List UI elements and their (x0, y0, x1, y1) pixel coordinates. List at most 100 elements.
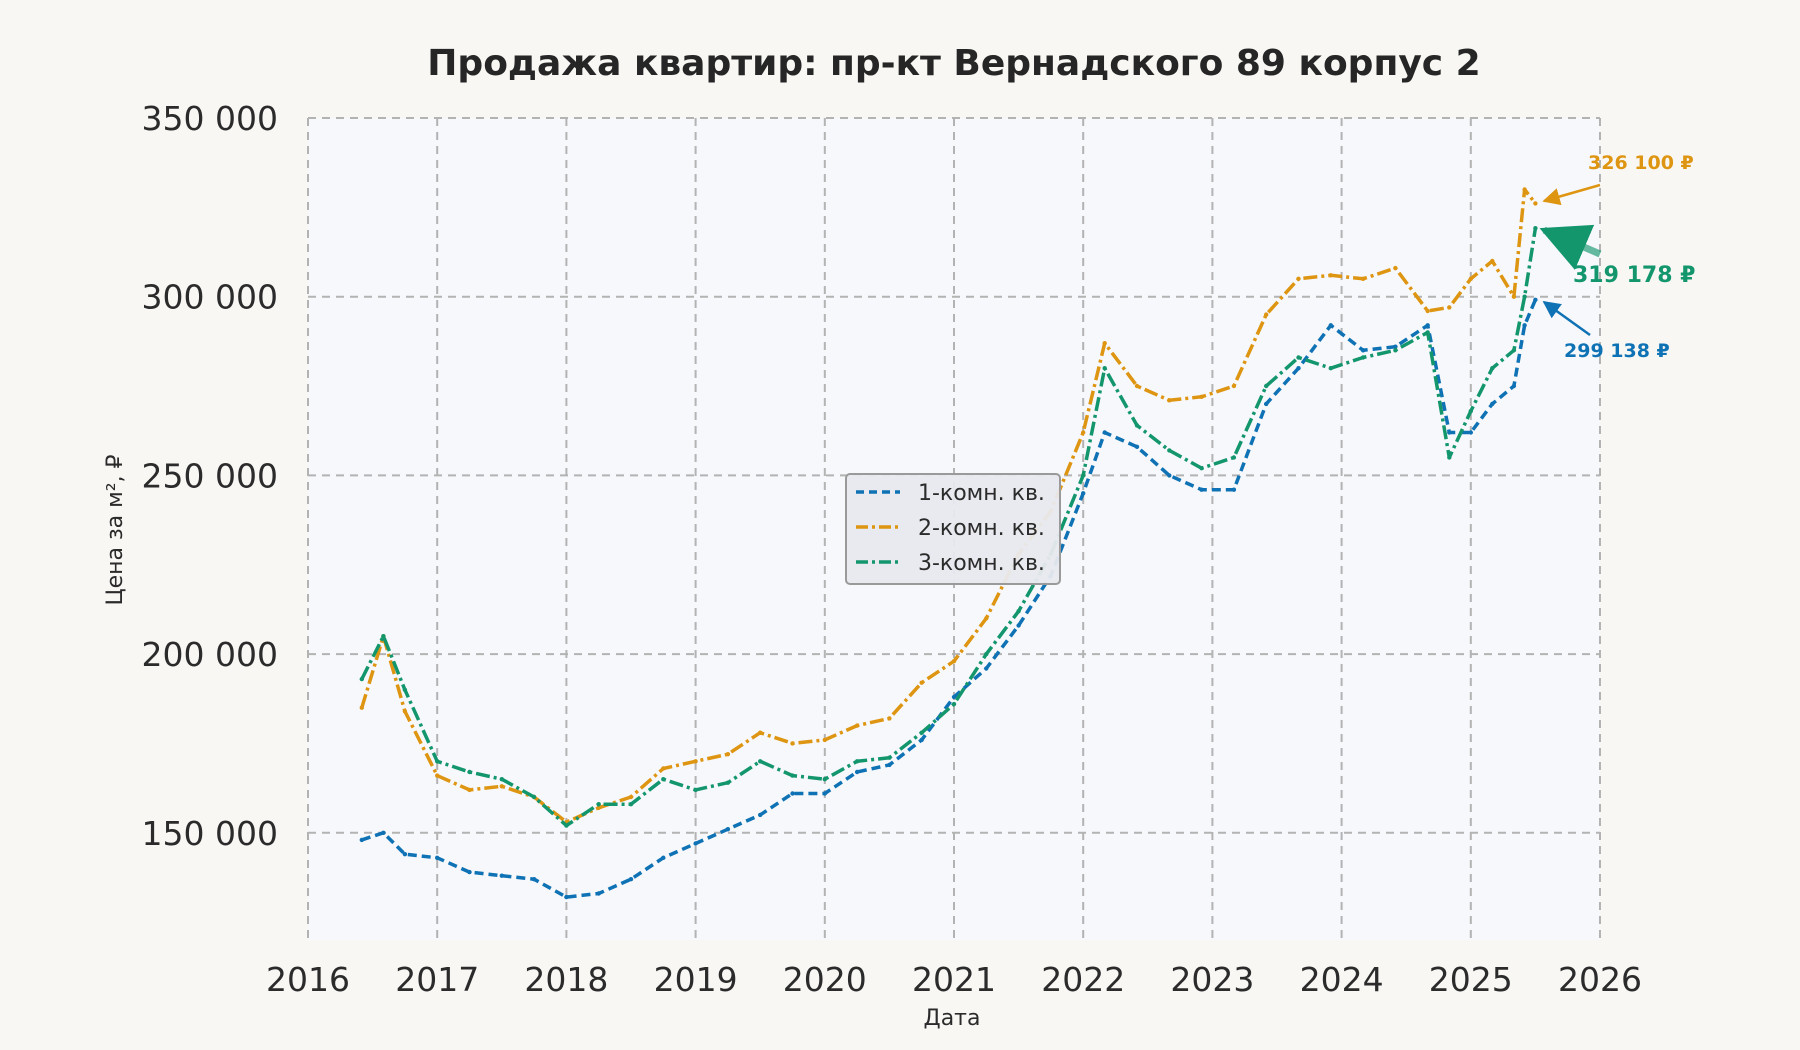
data-point-2k (951, 659, 957, 664)
data-point-1k (1468, 430, 1474, 435)
legend-label-3k: 3-комн. кв. (918, 551, 1045, 576)
data-point-1k (531, 877, 537, 882)
data-point-3k (1447, 455, 1452, 460)
data-point-3k (1134, 423, 1140, 428)
annotations: 326 100 ₽ 319 178 ₽ 299 138 ₽ (1539, 152, 1695, 362)
data-point-1k (725, 827, 731, 832)
data-point-2k (790, 741, 795, 746)
data-point-2k (1522, 187, 1527, 192)
data-point-1k (1533, 297, 1538, 302)
data-point-3k (1328, 366, 1334, 371)
x-tick-label: 2025 (1429, 960, 1513, 999)
data-point-1k (628, 877, 634, 882)
data-point-3k (1081, 473, 1086, 478)
data-point-2k (758, 730, 763, 735)
data-point-3k (661, 777, 666, 782)
data-point-3k (1468, 408, 1474, 414)
x-tick-label: 2018 (524, 960, 608, 999)
data-point-1k (1167, 473, 1172, 478)
y-tick-label: 250 000 (142, 456, 278, 495)
data-point-2k (1296, 276, 1301, 281)
data-point-1k (564, 894, 569, 900)
data-point-2k (1490, 258, 1495, 264)
data-point-2k (854, 723, 860, 728)
x-axis-ticks: 2016 2017 2018 2019 2020 2021 2022 2023 2024 2025… (266, 960, 1642, 999)
data-point-2k (402, 709, 408, 714)
data-point-1k (467, 869, 472, 875)
data-point-2k (1447, 305, 1452, 310)
data-point-1k (1360, 348, 1366, 353)
y-tick-label: 300 000 (142, 278, 278, 317)
data-point-3k (1533, 226, 1538, 231)
data-point-1k (919, 737, 924, 743)
data-point-3k (1016, 609, 1021, 614)
annotation-arrow-3k (1539, 224, 1602, 270)
legend-box (845, 473, 1061, 585)
data-point-1k (887, 762, 892, 768)
data-point-1k (1511, 383, 1517, 389)
annotation-arrow-1k (1542, 300, 1591, 337)
data-point-2k (435, 773, 440, 778)
data-point-1k (1425, 323, 1430, 328)
data-point-2k (1134, 383, 1140, 389)
data-point-1k (499, 873, 504, 878)
data-point-1k (1081, 491, 1086, 496)
data-point-2k (499, 784, 504, 789)
data-point-1k (435, 855, 440, 860)
data-point-2k (984, 616, 989, 621)
data-point-2k (467, 787, 472, 793)
data-point-2k (1393, 265, 1398, 271)
annotation-arrow-2k (1542, 183, 1601, 206)
data-point-1k (790, 791, 795, 796)
y-tick-label: 150 000 (142, 814, 278, 853)
legend-label-1k: 1-комн. кв. (918, 481, 1045, 506)
data-point-3k (887, 755, 892, 760)
data-point-3k (381, 634, 386, 639)
annotation-1k: 299 138 ₽ (1564, 340, 1670, 362)
x-tick-label: 2019 (654, 960, 738, 999)
data-point-1k (359, 837, 364, 843)
data-point-2k (1533, 201, 1538, 206)
data-point-2k (596, 805, 601, 810)
data-point-3k (1522, 294, 1527, 299)
data-point-1k (1296, 366, 1301, 371)
data-point-3k (435, 759, 440, 764)
data-point-1k (693, 841, 698, 846)
y-axis-label: Цена за м², ₽ (103, 454, 128, 605)
data-point-2k (1102, 341, 1107, 346)
data-point-3k (467, 769, 472, 775)
data-point-1k (596, 891, 601, 896)
data-point-3k (790, 773, 795, 778)
annotation-2k: 326 100 ₽ (1588, 152, 1694, 174)
data-point-3k (1393, 348, 1398, 353)
data-point-2k (628, 794, 634, 800)
data-point-3k (693, 787, 698, 793)
data-point-2k (661, 766, 666, 771)
data-point-3k (919, 730, 924, 735)
data-point-2k (822, 737, 827, 743)
data-point-3k (531, 794, 537, 800)
data-point-2k (359, 705, 364, 710)
x-tick-label: 2021 (912, 960, 996, 999)
y-tick-label: 350 000 (142, 99, 278, 138)
data-point-1k (1231, 487, 1237, 492)
data-point-2k (1264, 312, 1269, 317)
data-point-2k (1231, 383, 1237, 389)
data-point-3k (402, 687, 408, 692)
data-point-3k (564, 823, 569, 828)
data-point-2k (1167, 398, 1172, 403)
data-point-2k (1360, 276, 1366, 281)
data-point-2k (919, 680, 924, 685)
data-point-3k (951, 701, 957, 707)
data-point-3k (1199, 466, 1204, 471)
data-point-3k (499, 777, 504, 782)
y-axis-ticks: 150 000 200 000 250 000 300 000 350 000 (142, 99, 278, 853)
data-point-3k (1511, 348, 1517, 353)
x-tick-label: 2024 (1300, 960, 1384, 999)
data-point-3k (1296, 355, 1301, 360)
data-point-1k (661, 855, 666, 860)
legend-label-2k: 2-комн. кв. (918, 516, 1045, 541)
data-point-3k (1425, 330, 1430, 335)
data-point-3k (1102, 366, 1107, 371)
